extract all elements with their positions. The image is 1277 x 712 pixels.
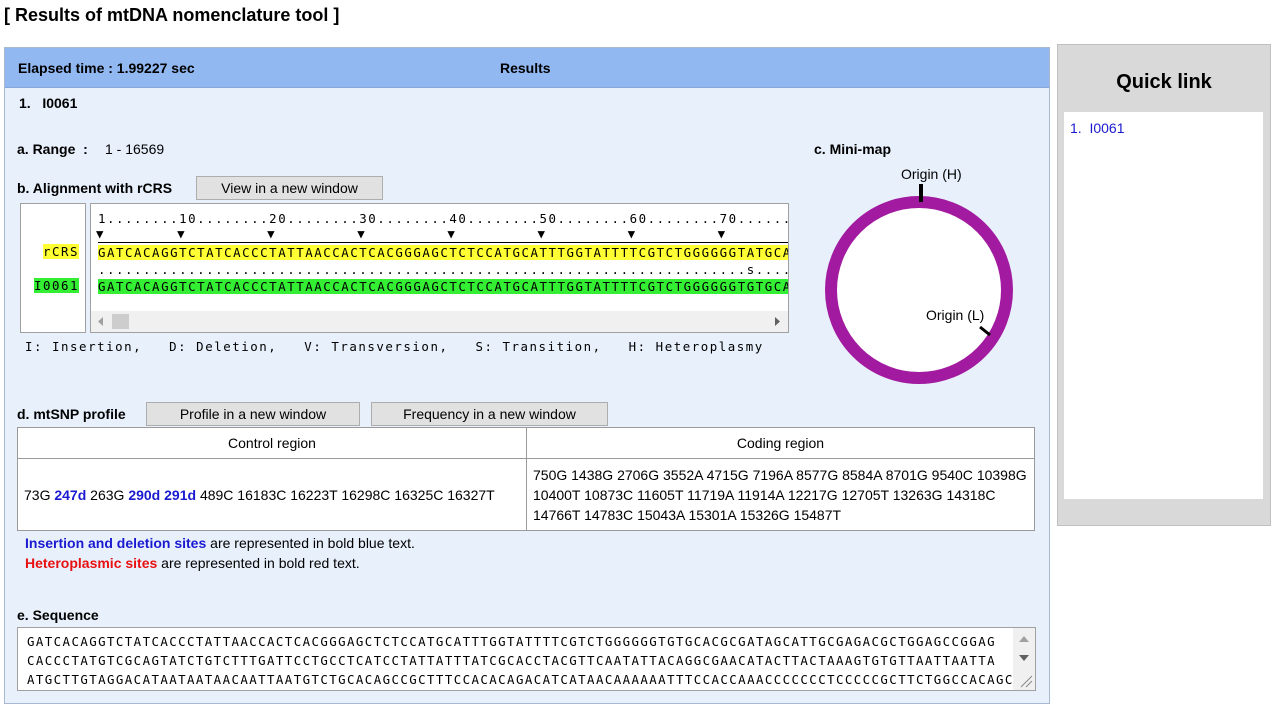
origin-l: Origin (L) [926, 307, 985, 323]
snp-site: 14318C [946, 486, 996, 503]
note-indel-highlight: Insertion and deletion sites [25, 535, 207, 551]
elapsed-time: Elapsed time : 1.99227 sec [18, 60, 195, 76]
profile-button[interactable]: Profile in a new window [146, 402, 360, 426]
snp-site: 15301A [688, 506, 736, 523]
snp-site: 14783C [584, 506, 634, 523]
ruler-line [98, 242, 788, 243]
snp-site: 7196A [752, 466, 793, 483]
range-value: 1 - 16569 [105, 141, 165, 157]
snp-site: 16183C [237, 486, 287, 503]
sample-seq: GATCACAGGTCTATCACCCTATTAACCACTCACGGGAGCT… [98, 279, 788, 294]
ruler: 1........10........20........30........4… [98, 211, 789, 226]
snp-site: 3552A [663, 466, 703, 483]
view-button[interactable]: View in a new window [196, 176, 383, 200]
snp-site: 11605T [637, 486, 684, 503]
note-hetero: Heteroplasmic sites are represented in b… [25, 555, 360, 571]
legend: I: Insertion, D: Deletion, V: Transversi… [25, 339, 764, 354]
snp-site: 14766T [533, 506, 581, 523]
alignment-label: b. Alignment with rCRS [17, 180, 173, 196]
snp-site: 10398G [976, 466, 1027, 483]
results-heading: Results [500, 60, 551, 76]
results-panel: Elapsed time : 1.99227 sec Results [4, 47, 1050, 704]
coding-cell: 750G 1438G 2706G 3552A 4715G 7196A 8577G… [526, 458, 1035, 531]
snp-site: 263G [90, 486, 125, 503]
quick-link[interactable]: 1. I0061 [1070, 120, 1125, 136]
snp-site: 8701G [885, 466, 928, 483]
snp-site: 1438G [571, 466, 614, 483]
snp-site: 8577G [796, 466, 839, 483]
sequence-label: e. Sequence [17, 607, 99, 623]
snp-site: 2706G [617, 466, 660, 483]
note-indel-text: are represented in bold blue text. [206, 535, 415, 551]
snp-site: 15487T [793, 506, 842, 523]
control-header: Control region [17, 427, 527, 459]
page-title: [ Results of mtDNA nomenclature tool ] [4, 5, 340, 25]
range-label: a. Range : [17, 141, 88, 157]
v-scrollbar[interactable] [1013, 628, 1035, 690]
snp-site: 16325C [394, 486, 444, 503]
snp-site: 15326G [739, 506, 790, 523]
ref-name: rCRS [42, 244, 79, 259]
snp-site: 9540C [931, 466, 973, 483]
sequence-line: ACTTAAACACATCTCTGCCAAACCCCAAAAACAAAGAACC… [27, 689, 1023, 690]
snp-site: 247d [54, 486, 87, 503]
sample-name: I0061 [33, 278, 79, 293]
snp-site: 291d [164, 486, 197, 503]
results-header: Elapsed time : 1.99227 sec Results [5, 48, 1049, 88]
snp-site: 73G [24, 486, 51, 503]
ref-seq: GATCACAGGTCTATCACCCTATTAACCACTCACGGGAGCT… [98, 245, 788, 260]
snp-site: 16327T [447, 486, 495, 503]
minimap-label: c. Mini-map [814, 141, 892, 157]
sequence-line: CACCCTATGTCGCAGTATCTGTCTTTGATTCCTGCCTCAT… [27, 653, 996, 668]
snp-site: 16223T [290, 486, 338, 503]
sequence-lines: GATCACAGGTCTATCACCCTATTAACCACTCACGGGAGCT… [27, 632, 1023, 690]
alignment-box: 1........10........20........30........4… [90, 203, 789, 333]
snp-site: 8584A [842, 466, 882, 483]
sequence-line: GATCACAGGTCTATCACCCTATTAACCACTCACGGGAGCT… [27, 634, 996, 649]
frequency-button[interactable]: Frequency in a new window [371, 402, 608, 426]
snp-site: 489C [199, 486, 234, 503]
snp-site: 12705T [841, 486, 889, 503]
snp-site: 10873C [584, 486, 634, 503]
origin-h: Origin (H) [901, 166, 962, 182]
minimap [825, 184, 1013, 384]
sequence-line: ATGCTTGTAGGACATAATAATAACAATTAATGTCTGCACA… [27, 672, 1014, 687]
snp-site: 16298C [341, 486, 391, 503]
markers: ▼ ▼ ▼ ▼ ▼ ▼ ▼ ▼ ▼ [96, 226, 789, 241]
quick-link-title: Quick link [1116, 71, 1212, 93]
snp-site: 11719A [687, 486, 734, 503]
profile-label: d. mtSNP profile [17, 406, 126, 422]
h-scrollbar[interactable] [91, 311, 788, 332]
sequence-box[interactable]: GATCACAGGTCTATCACCCTATTAACCACTCACGGGAGCT… [17, 627, 1036, 691]
snp-site: 13263G [892, 486, 943, 503]
snp-site: 15043A [637, 506, 685, 523]
snp-site: 10400T [533, 486, 581, 503]
snp-site: 290d [128, 486, 161, 503]
snp-site: 750G [533, 466, 568, 483]
note-hetero-highlight: Heteroplasmic sites [25, 555, 158, 571]
quick-link-list: 1. I0061 [1064, 112, 1263, 499]
quick-link-panel: Quick link 1. I0061 [1057, 44, 1271, 526]
snp-site: 4715G [706, 466, 749, 483]
sample-title: 1. I0061 [19, 95, 78, 111]
name-box: rCRS I0061 [20, 203, 86, 333]
diff-line: ........................................… [98, 262, 788, 277]
note-hetero-text: are represented in bold red text. [157, 555, 360, 571]
coding-header: Coding region [526, 427, 1035, 459]
snp-table: Control region Coding region 73G 247d 26… [17, 427, 1035, 531]
note-indel: Insertion and deletion sites are represe… [25, 535, 415, 551]
snp-site: 11914A [737, 486, 784, 503]
snp-site: 12217G [787, 486, 838, 503]
control-cell: 73G 247d 263G 290d 291d 489C 16183C 1622… [17, 458, 527, 531]
